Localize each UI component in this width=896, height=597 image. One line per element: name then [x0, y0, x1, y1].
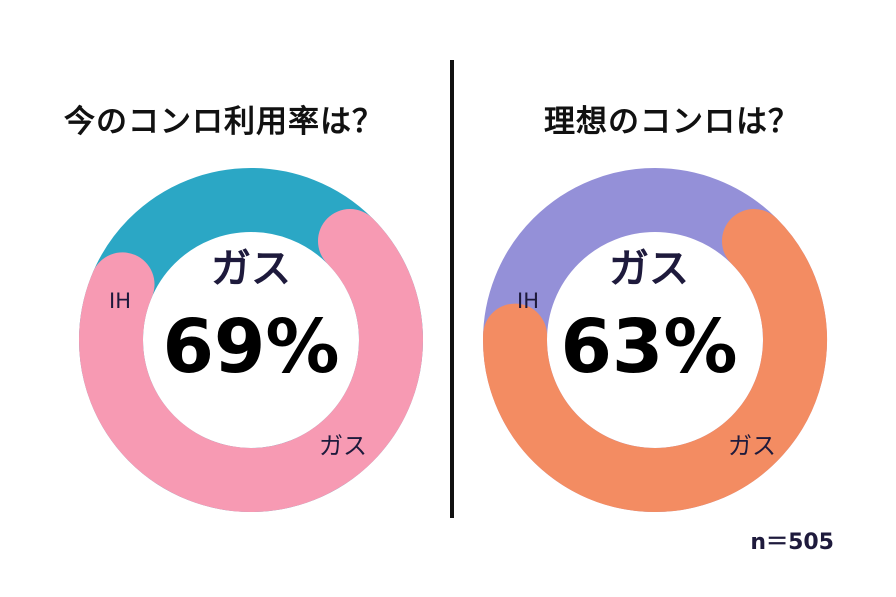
slice-label-gas: ガス — [319, 432, 367, 460]
sample-size-note: n＝505 — [750, 530, 834, 555]
donut-chart-ideal: ガス 63% IH ガス — [483, 168, 827, 512]
center-percentage: 63% — [560, 304, 737, 390]
donut-chart-current: ガス 69% IH ガス — [79, 168, 423, 512]
center-label: ガス — [211, 246, 291, 292]
donut-slice-gas — [79, 209, 423, 512]
chart-title-current: 今のコンロ利用率は？ — [64, 104, 384, 140]
center-percentage: 69% — [162, 304, 339, 390]
slice-label-gas: ガス — [728, 432, 776, 460]
slice-label-ih: IH — [517, 289, 539, 313]
center-label: ガス — [609, 246, 689, 292]
slice-label-ih: IH — [109, 289, 131, 313]
chart-title-ideal: 理想のコンロは？ — [544, 104, 800, 140]
center-divider — [450, 60, 454, 518]
donut-slice-gas — [483, 209, 827, 512]
